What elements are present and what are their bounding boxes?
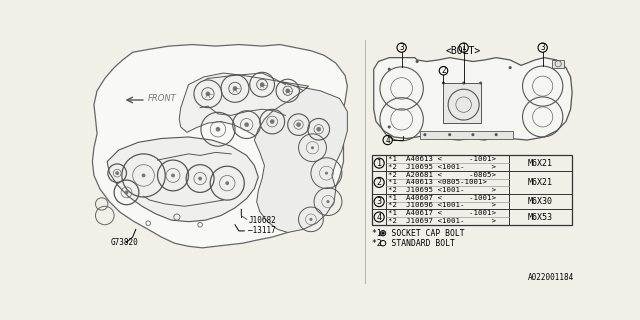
Text: *2  A20681 <      -0805>: *2 A20681 < -0805> — [388, 172, 497, 178]
Text: *1  A40613 <      -1001>: *1 A40613 < -1001> — [388, 156, 497, 162]
Circle shape — [388, 68, 391, 71]
Text: M6X21: M6X21 — [528, 159, 553, 168]
Circle shape — [325, 172, 328, 175]
Text: 1: 1 — [461, 43, 466, 52]
Text: 2: 2 — [441, 66, 446, 75]
Circle shape — [311, 146, 314, 149]
Bar — [372, 156, 572, 225]
Circle shape — [141, 173, 145, 177]
Text: 3: 3 — [377, 197, 381, 206]
Text: A022001184: A022001184 — [527, 273, 573, 282]
Text: M6X30: M6X30 — [528, 197, 553, 206]
Text: *2  J10695 <1001-      >: *2 J10695 <1001- > — [388, 187, 497, 193]
Polygon shape — [374, 58, 572, 140]
Circle shape — [388, 125, 391, 129]
Text: *1  A40607 <      -1001>: *1 A40607 < -1001> — [388, 195, 497, 201]
Text: J10682: J10682 — [248, 216, 276, 225]
Circle shape — [309, 218, 312, 221]
Circle shape — [244, 122, 249, 127]
Polygon shape — [179, 73, 319, 148]
Circle shape — [171, 173, 175, 177]
Text: <BOLT>: <BOLT> — [446, 46, 481, 56]
Circle shape — [225, 181, 229, 185]
Circle shape — [448, 133, 451, 136]
Text: *1  SOCKET CAP BOLT: *1 SOCKET CAP BOLT — [372, 229, 465, 238]
Polygon shape — [254, 82, 348, 232]
Circle shape — [198, 177, 202, 180]
Circle shape — [270, 119, 275, 124]
Polygon shape — [92, 44, 348, 248]
Circle shape — [326, 200, 330, 203]
Text: *2  J10696 <1001-      >: *2 J10696 <1001- > — [388, 203, 497, 209]
Circle shape — [472, 133, 474, 136]
Circle shape — [285, 88, 290, 93]
Text: —13117: —13117 — [248, 227, 276, 236]
Circle shape — [442, 82, 445, 84]
Circle shape — [495, 133, 498, 136]
Text: 3: 3 — [540, 43, 545, 52]
Circle shape — [423, 133, 426, 136]
Text: 3: 3 — [399, 43, 404, 52]
Bar — [444, 83, 481, 123]
Circle shape — [462, 82, 465, 84]
Text: 2: 2 — [377, 178, 381, 187]
Circle shape — [509, 66, 511, 69]
Text: *1  A40613 <0805-1001>: *1 A40613 <0805-1001> — [388, 180, 488, 185]
Text: G73820: G73820 — [111, 238, 139, 247]
Bar — [552, 60, 564, 68]
Circle shape — [316, 127, 321, 132]
Circle shape — [125, 190, 129, 194]
Text: M6X53: M6X53 — [528, 212, 553, 221]
Text: 1: 1 — [377, 159, 381, 168]
Polygon shape — [107, 137, 259, 222]
Circle shape — [382, 232, 384, 234]
Circle shape — [380, 230, 386, 236]
Text: 4: 4 — [385, 136, 390, 145]
Circle shape — [205, 92, 210, 96]
Circle shape — [296, 122, 301, 127]
Circle shape — [216, 127, 220, 132]
Circle shape — [479, 82, 482, 84]
Circle shape — [415, 60, 419, 63]
Text: *2  J10695 <1001-      >: *2 J10695 <1001- > — [388, 164, 497, 170]
Text: 4: 4 — [377, 212, 381, 221]
Text: FRONT: FRONT — [148, 94, 177, 103]
Text: M6X21: M6X21 — [528, 178, 553, 187]
Bar — [420, 131, 513, 139]
Circle shape — [115, 171, 119, 175]
Text: *1  A40617 <      -1001>: *1 A40617 < -1001> — [388, 210, 497, 216]
Circle shape — [260, 82, 264, 87]
Circle shape — [233, 86, 237, 91]
Text: *2  STANDARD BOLT: *2 STANDARD BOLT — [372, 239, 455, 248]
Text: *2  J10697 <1001-      >: *2 J10697 <1001- > — [388, 218, 497, 224]
